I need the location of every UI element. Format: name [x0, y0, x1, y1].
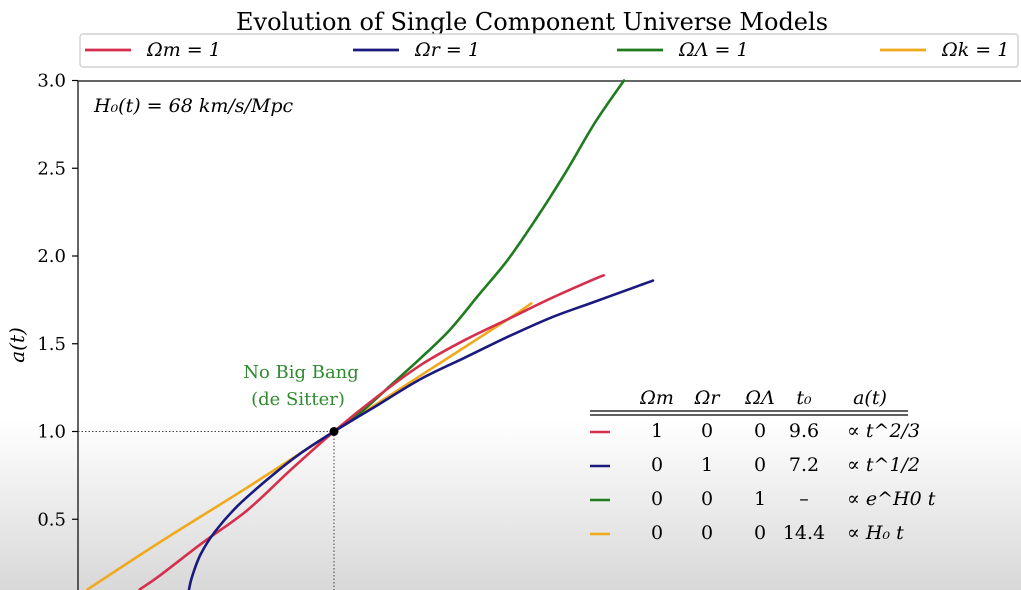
- table-cell: ∝ t^2/3: [847, 420, 920, 442]
- table-cell: 0: [651, 454, 663, 476]
- table-header: Ωm: [639, 387, 674, 409]
- series-line: [138, 274, 605, 590]
- y-tick-label: 1.0: [37, 422, 66, 443]
- y-tick-label: 0.5: [37, 509, 66, 530]
- table-header: a(t): [853, 387, 887, 409]
- table-cell: 1: [651, 420, 663, 442]
- table-cell: –: [799, 488, 809, 510]
- plot-area: [77, 80, 1021, 590]
- parameter-table: Ωm Ωr ΩΛ t₀ a(t) 1 0 0 9.6 ∝ t^2/3 0 1 0 7.2 ∝ t^1/2 0 0…: [590, 387, 936, 544]
- table-cell: 1: [754, 488, 766, 510]
- table-cell: 7.2: [789, 454, 819, 476]
- table-cell: 0: [651, 522, 663, 544]
- legend-label: ΩΛ = 1: [678, 39, 749, 61]
- chart-title: Evolution of Single Component Universe M…: [236, 8, 828, 36]
- hubble-annotation: H₀(t) = 68 km/s/Mpc: [93, 95, 294, 117]
- table-header: ΩΛ: [744, 387, 774, 409]
- y-tick-label: 2.0: [37, 246, 66, 267]
- table-cell: 0: [754, 522, 766, 544]
- series-line: [332, 79, 626, 433]
- y-axis-label: a(t): [5, 327, 29, 363]
- legend-entries: Ωm = 1 Ωr = 1 ΩΛ = 1 Ωk = 1: [85, 39, 1009, 61]
- y-tick-label: 2.5: [37, 158, 66, 179]
- table-cell: 0: [701, 420, 713, 442]
- table-cell: 14.4: [783, 522, 825, 544]
- table-cell: 0: [701, 522, 713, 544]
- table-cell: 1: [701, 454, 713, 476]
- series-line: [187, 279, 655, 590]
- table-cell: 0: [754, 420, 766, 442]
- table-header: t₀: [796, 387, 812, 409]
- no-big-bang-label: No Big Bang: [243, 362, 359, 383]
- table-cell: 0: [754, 454, 766, 476]
- de-sitter-label: (de Sitter): [251, 389, 345, 410]
- table-cell: 9.6: [789, 420, 819, 442]
- table-header: Ωr: [694, 387, 722, 409]
- table-cell: ∝ t^1/2: [847, 454, 920, 476]
- table-cell: 0: [701, 488, 713, 510]
- legend-label: Ωr = 1: [414, 39, 480, 61]
- table-cell: ∝ H₀ t: [847, 522, 904, 544]
- legend-label: Ωk = 1: [941, 39, 1009, 61]
- y-axis-ticks: 0.5 1.0 1.5 2.0 2.5 3.0: [37, 71, 78, 530]
- table-cell: 0: [651, 488, 663, 510]
- legend-label: Ωm = 1: [146, 39, 221, 61]
- y-tick-label: 3.0: [37, 71, 66, 92]
- legend-frame: [79, 33, 1019, 68]
- series-lines: [86, 79, 655, 590]
- table-cell: ∝ e^H0 t: [847, 488, 936, 510]
- de-sitter-point: [329, 427, 339, 436]
- legend: Ωm = 1 Ωr = 1 ΩΛ = 1 Ωk = 1: [79, 33, 1019, 68]
- y-tick-label: 1.5: [37, 334, 66, 355]
